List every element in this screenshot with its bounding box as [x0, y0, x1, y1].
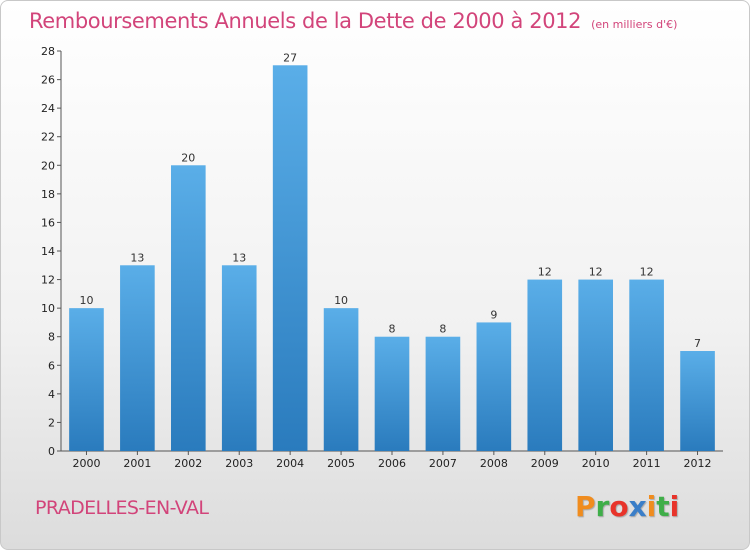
bar-2000 — [69, 308, 104, 451]
value-label: 9 — [490, 308, 497, 321]
y-tick-label: 14 — [41, 245, 55, 258]
bar-2006 — [374, 336, 410, 451]
commune-name: PRADELLES-EN-VAL — [35, 497, 209, 519]
y-tick-label: 10 — [41, 302, 55, 315]
y-tick-label: 22 — [41, 131, 55, 144]
x-tick-label: 2000 — [72, 457, 100, 470]
y-tick-label: 0 — [48, 445, 55, 458]
bars-group: 10 13 20 13 27 10 8 8 9 12 12 12 7 — [69, 51, 715, 452]
y-tick-label: 4 — [48, 388, 55, 401]
bar-2001 — [120, 265, 155, 451]
bar-2008 — [476, 322, 512, 451]
x-tick-label: 2009 — [531, 457, 559, 470]
bar-2007 — [425, 336, 461, 451]
y-tick-label: 8 — [48, 331, 55, 344]
x-tick-label: 2008 — [480, 457, 508, 470]
x-tick-label: 2004 — [276, 457, 304, 470]
chart-subtitle: (en milliers d'€) — [591, 18, 678, 31]
bar-2002 — [170, 165, 206, 452]
x-tick-label: 2011 — [633, 457, 661, 470]
x-tick-label: 2003 — [225, 457, 253, 470]
x-axis: 2000 2001 2002 2003 2004 2005 2006 2007 2008 2009… — [61, 450, 723, 470]
x-tick-label: 2010 — [582, 457, 610, 470]
logo-letter: r — [595, 490, 610, 523]
bar-2012 — [680, 351, 715, 451]
proxiti-logo: Proxiti — [575, 490, 679, 523]
x-tick-label: 2007 — [429, 457, 457, 470]
y-tick-label: 6 — [48, 359, 55, 372]
logo-letter: P — [575, 490, 596, 523]
y-tick-label: 2 — [48, 416, 55, 429]
value-label: 8 — [439, 323, 446, 336]
logo-letter: x — [628, 490, 647, 523]
x-tick-label: 2002 — [174, 457, 202, 470]
value-label: 12 — [640, 266, 654, 279]
value-label: 13 — [232, 251, 246, 264]
y-tick-label: 16 — [41, 216, 55, 229]
logo-letter: i — [669, 490, 680, 523]
bar-2004 — [272, 65, 308, 452]
value-label: 12 — [589, 266, 603, 279]
bar-2011 — [629, 279, 664, 451]
value-label: 10 — [334, 294, 348, 307]
y-tick-label: 28 — [41, 45, 55, 58]
value-label: 27 — [283, 51, 297, 64]
value-label: 8 — [389, 323, 396, 336]
logo-letter: o — [609, 490, 629, 523]
y-tick-label: 20 — [41, 159, 55, 172]
bar-2009 — [527, 279, 563, 451]
x-tick-label: 2012 — [684, 457, 712, 470]
x-tick-label: 2006 — [378, 457, 406, 470]
y-tick-label: 24 — [41, 102, 55, 115]
chart-title: Remboursements Annuels de la Dette de 20… — [29, 9, 677, 33]
y-tick-label: 12 — [41, 274, 55, 287]
y-tick-label: 26 — [41, 74, 55, 87]
value-label: 12 — [538, 266, 552, 279]
logo-letter: t — [656, 490, 670, 523]
bar-2010 — [578, 279, 614, 451]
value-label: 10 — [79, 294, 93, 307]
logo-letter: i — [646, 490, 657, 523]
x-tick-label: 2001 — [123, 457, 151, 470]
x-tick-label: 2005 — [327, 457, 355, 470]
chart-title-text: Remboursements Annuels de la Dette de 20… — [29, 9, 582, 33]
bar-2003 — [221, 265, 257, 451]
value-label: 13 — [130, 251, 144, 264]
y-tick-label: 18 — [41, 188, 55, 201]
bar-2005 — [323, 308, 359, 451]
value-label: 7 — [694, 337, 701, 350]
value-label: 20 — [181, 151, 195, 164]
